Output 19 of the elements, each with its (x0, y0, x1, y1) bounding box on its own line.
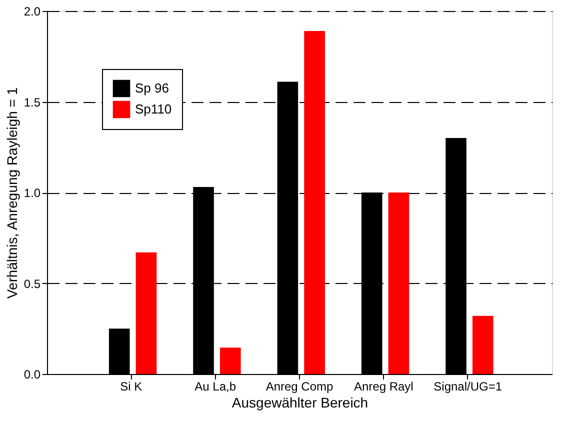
y-tick-label: 1.5 (24, 95, 41, 110)
bar (304, 30, 325, 374)
legend-label: Sp 96 (135, 80, 169, 96)
y-tick-label: 0.5 (24, 276, 41, 291)
x-tick-label: Anreg Rayl (354, 380, 414, 394)
y-axis-title: Verhältnis, Anregung Rayleigh = 1 (4, 87, 20, 299)
y-tick-label: 0.0 (24, 368, 41, 382)
x-tick-label: Au La,b (194, 380, 236, 394)
x-tick-label: Signal/UG=1 (434, 380, 502, 394)
bar (388, 192, 410, 374)
bar (472, 316, 494, 374)
x-tick-label: Si K (120, 380, 142, 394)
x-axis-title: Ausgewählter Bereich (232, 394, 368, 410)
x-tick-label: Anreg Comp (266, 380, 334, 394)
legend-label: Sp110 (135, 102, 172, 116)
y-tick-label: 2.0 (24, 4, 41, 18)
bar (136, 252, 157, 374)
bar (220, 348, 241, 374)
y-tick-label: 1.0 (24, 186, 41, 200)
